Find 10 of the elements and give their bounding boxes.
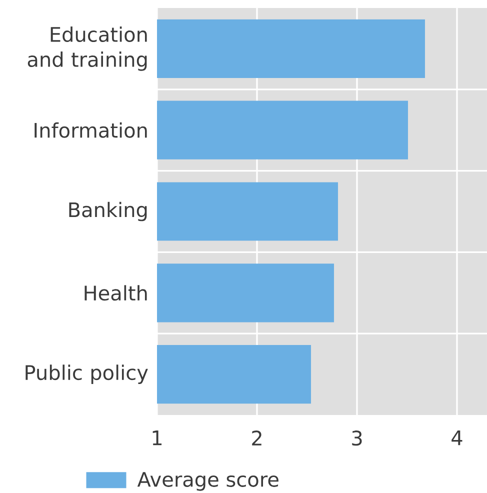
x-tick-label: 1 (152, 430, 162, 446)
x-tick-label: 4 (452, 430, 462, 446)
y-tick-label: Information (34, 122, 147, 138)
x-tick-label: 2 (252, 430, 262, 446)
y-tick-label: Public policy (26, 364, 148, 384)
x-tick-label: 3 (352, 430, 362, 446)
y-tick-label: Education and training (28, 26, 147, 71)
y-tick-label: Health (84, 285, 147, 301)
y-tick-label: Banking (69, 202, 147, 222)
legend-label: Average score (137, 472, 278, 491)
